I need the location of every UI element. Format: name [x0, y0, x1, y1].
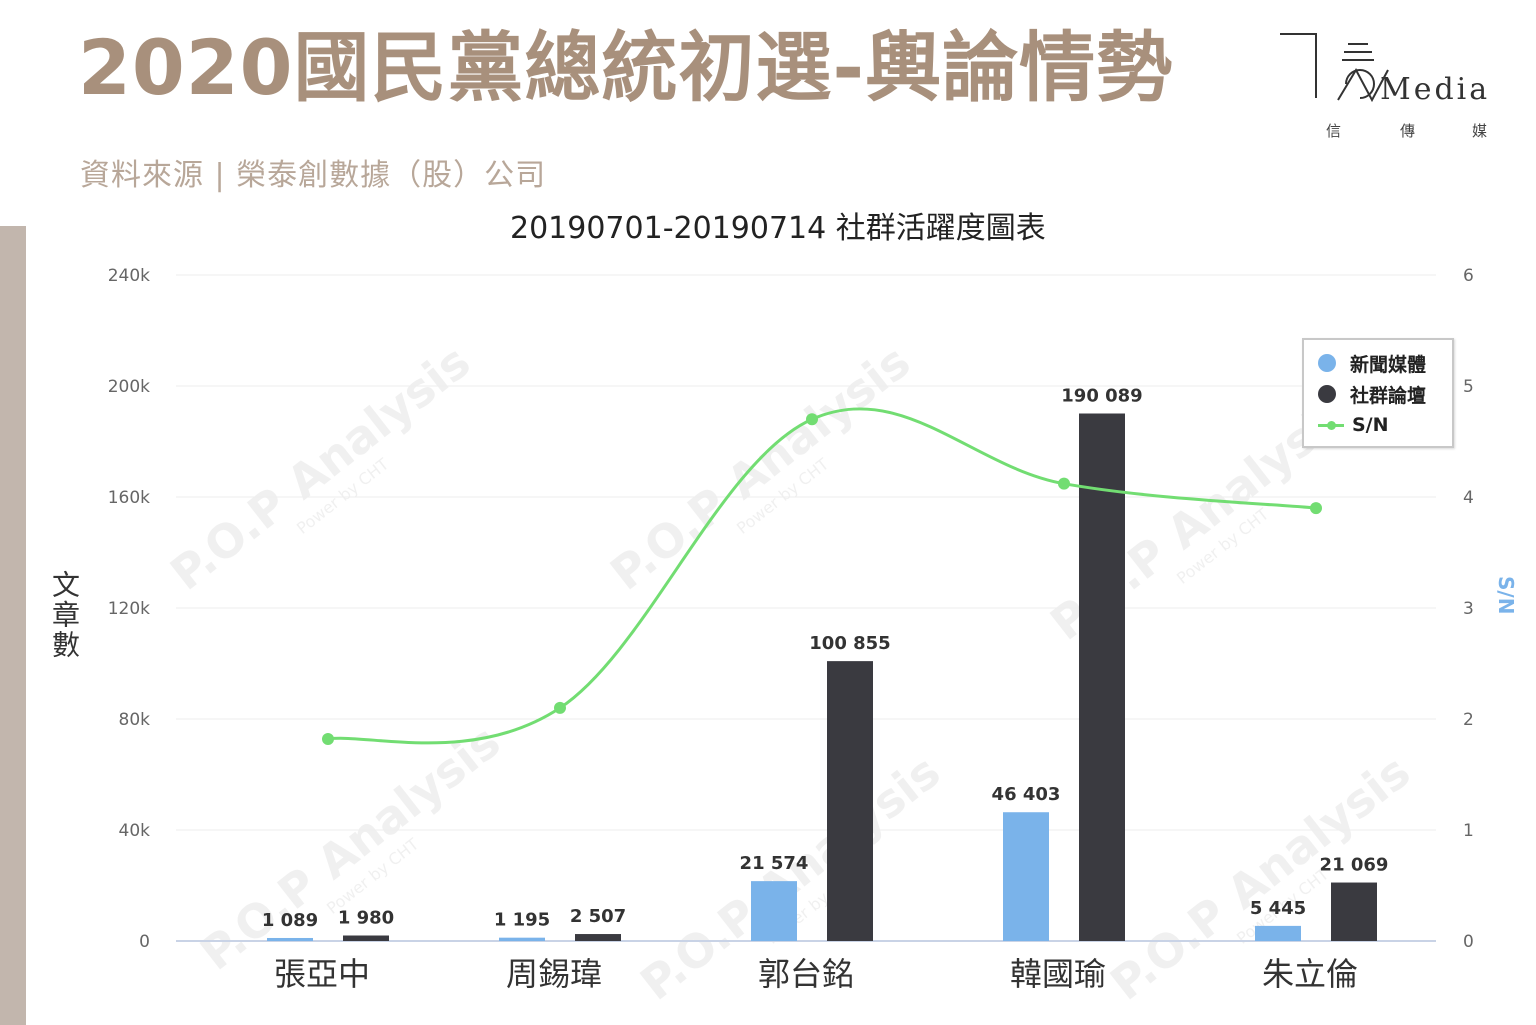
- legend-item-news[interactable]: 新聞媒體: [1318, 350, 1426, 376]
- y-axis-label: 文章數: [48, 570, 81, 660]
- bar: [1331, 882, 1377, 941]
- legend-label: S/N: [1352, 414, 1389, 436]
- bar: [1079, 413, 1125, 941]
- logo-sub-char: 媒: [1472, 122, 1488, 140]
- logo-bracket-icon: [1280, 33, 1317, 98]
- y2-tick-label: 3: [1463, 599, 1474, 619]
- bar: [575, 934, 621, 941]
- media-logo: [1280, 33, 1389, 103]
- watermark-text: P.O.P Analysis: [160, 334, 480, 600]
- y-tick-label: 200k: [108, 377, 150, 397]
- y-tick-label: 80k: [119, 710, 151, 730]
- y2-tick-label: 5: [1463, 377, 1474, 397]
- data-label: 1 089: [262, 910, 318, 931]
- sn-point: [1058, 477, 1070, 490]
- data-label: 46 403: [992, 784, 1061, 805]
- data-label: 5 445: [1250, 898, 1306, 919]
- bar: [499, 937, 545, 941]
- chart-legend: 新聞媒體 社群論壇 S/N: [1302, 338, 1454, 448]
- data-label: 100 855: [809, 633, 890, 654]
- legend-dot-icon: [1318, 385, 1336, 403]
- y-tick-label: 240k: [108, 266, 150, 286]
- data-label: 1 980: [338, 908, 394, 929]
- y-tick-label: 120k: [108, 599, 150, 619]
- legend-label: 社群論壇: [1350, 384, 1427, 407]
- y-tick-label: 160k: [108, 488, 150, 508]
- data-label: 21 574: [740, 853, 809, 874]
- bar: [827, 661, 873, 941]
- legend-item-social[interactable]: 社群論壇: [1318, 381, 1426, 407]
- y2-tick-label: 4: [1463, 488, 1474, 508]
- watermark-text: P.O.P Analysis: [1100, 744, 1420, 1010]
- bar: [343, 935, 389, 941]
- sn-point: [1310, 502, 1322, 515]
- logo-text: Media: [1380, 72, 1491, 107]
- sn-line: [327, 407, 1317, 745]
- data-source-line: 資料來源 | 榮泰創數據（股）公司: [80, 158, 547, 193]
- chart-title: 20190701-20190714 社群活躍度圖表: [510, 211, 1046, 246]
- logo-mark-icon: [1337, 43, 1389, 103]
- y2-tick-label: 2: [1463, 710, 1474, 730]
- logo-sub-char: 傳: [1400, 122, 1416, 140]
- x-tick-label: 韓國瑜: [1010, 955, 1106, 993]
- page-title: 2020國民黨總統初選-輿論情勢: [78, 23, 1174, 112]
- legend-line-icon: [1318, 420, 1344, 430]
- sn-point: [322, 732, 334, 745]
- y-tick-label: 40k: [119, 821, 151, 841]
- x-tick-label: 朱立倫: [1262, 955, 1358, 993]
- bar: [267, 937, 313, 941]
- logo-sub-char: 信: [1326, 122, 1342, 140]
- data-label: 21 069: [1320, 855, 1389, 876]
- legend-dot-icon: [1318, 354, 1336, 372]
- bar: [1255, 925, 1301, 941]
- bar: [1003, 812, 1049, 941]
- data-label: 1 195: [494, 910, 550, 931]
- legend-item-sn[interactable]: S/N: [1318, 412, 1389, 438]
- x-tick-label: 周錫瑋: [506, 955, 602, 993]
- y2-axis-label: S/N: [1494, 576, 1518, 615]
- x-tick-label: 張亞中: [274, 955, 370, 993]
- sn-point: [554, 701, 566, 714]
- left-accent-bar: [0, 226, 26, 1025]
- bar: [751, 881, 797, 941]
- sn-point: [806, 413, 818, 426]
- watermark-text: P.O.P Analysis: [600, 334, 920, 600]
- data-label: 2 507: [570, 906, 626, 927]
- y-tick-label: 0: [139, 932, 150, 952]
- x-tick-label: 郭台銘: [758, 955, 854, 993]
- legend-label: 新聞媒體: [1350, 353, 1427, 376]
- y2-tick-label: 1: [1463, 821, 1474, 841]
- y2-tick-label: 0: [1463, 932, 1474, 952]
- data-label: 190 089: [1061, 386, 1142, 407]
- y2-tick-label: 6: [1463, 266, 1474, 286]
